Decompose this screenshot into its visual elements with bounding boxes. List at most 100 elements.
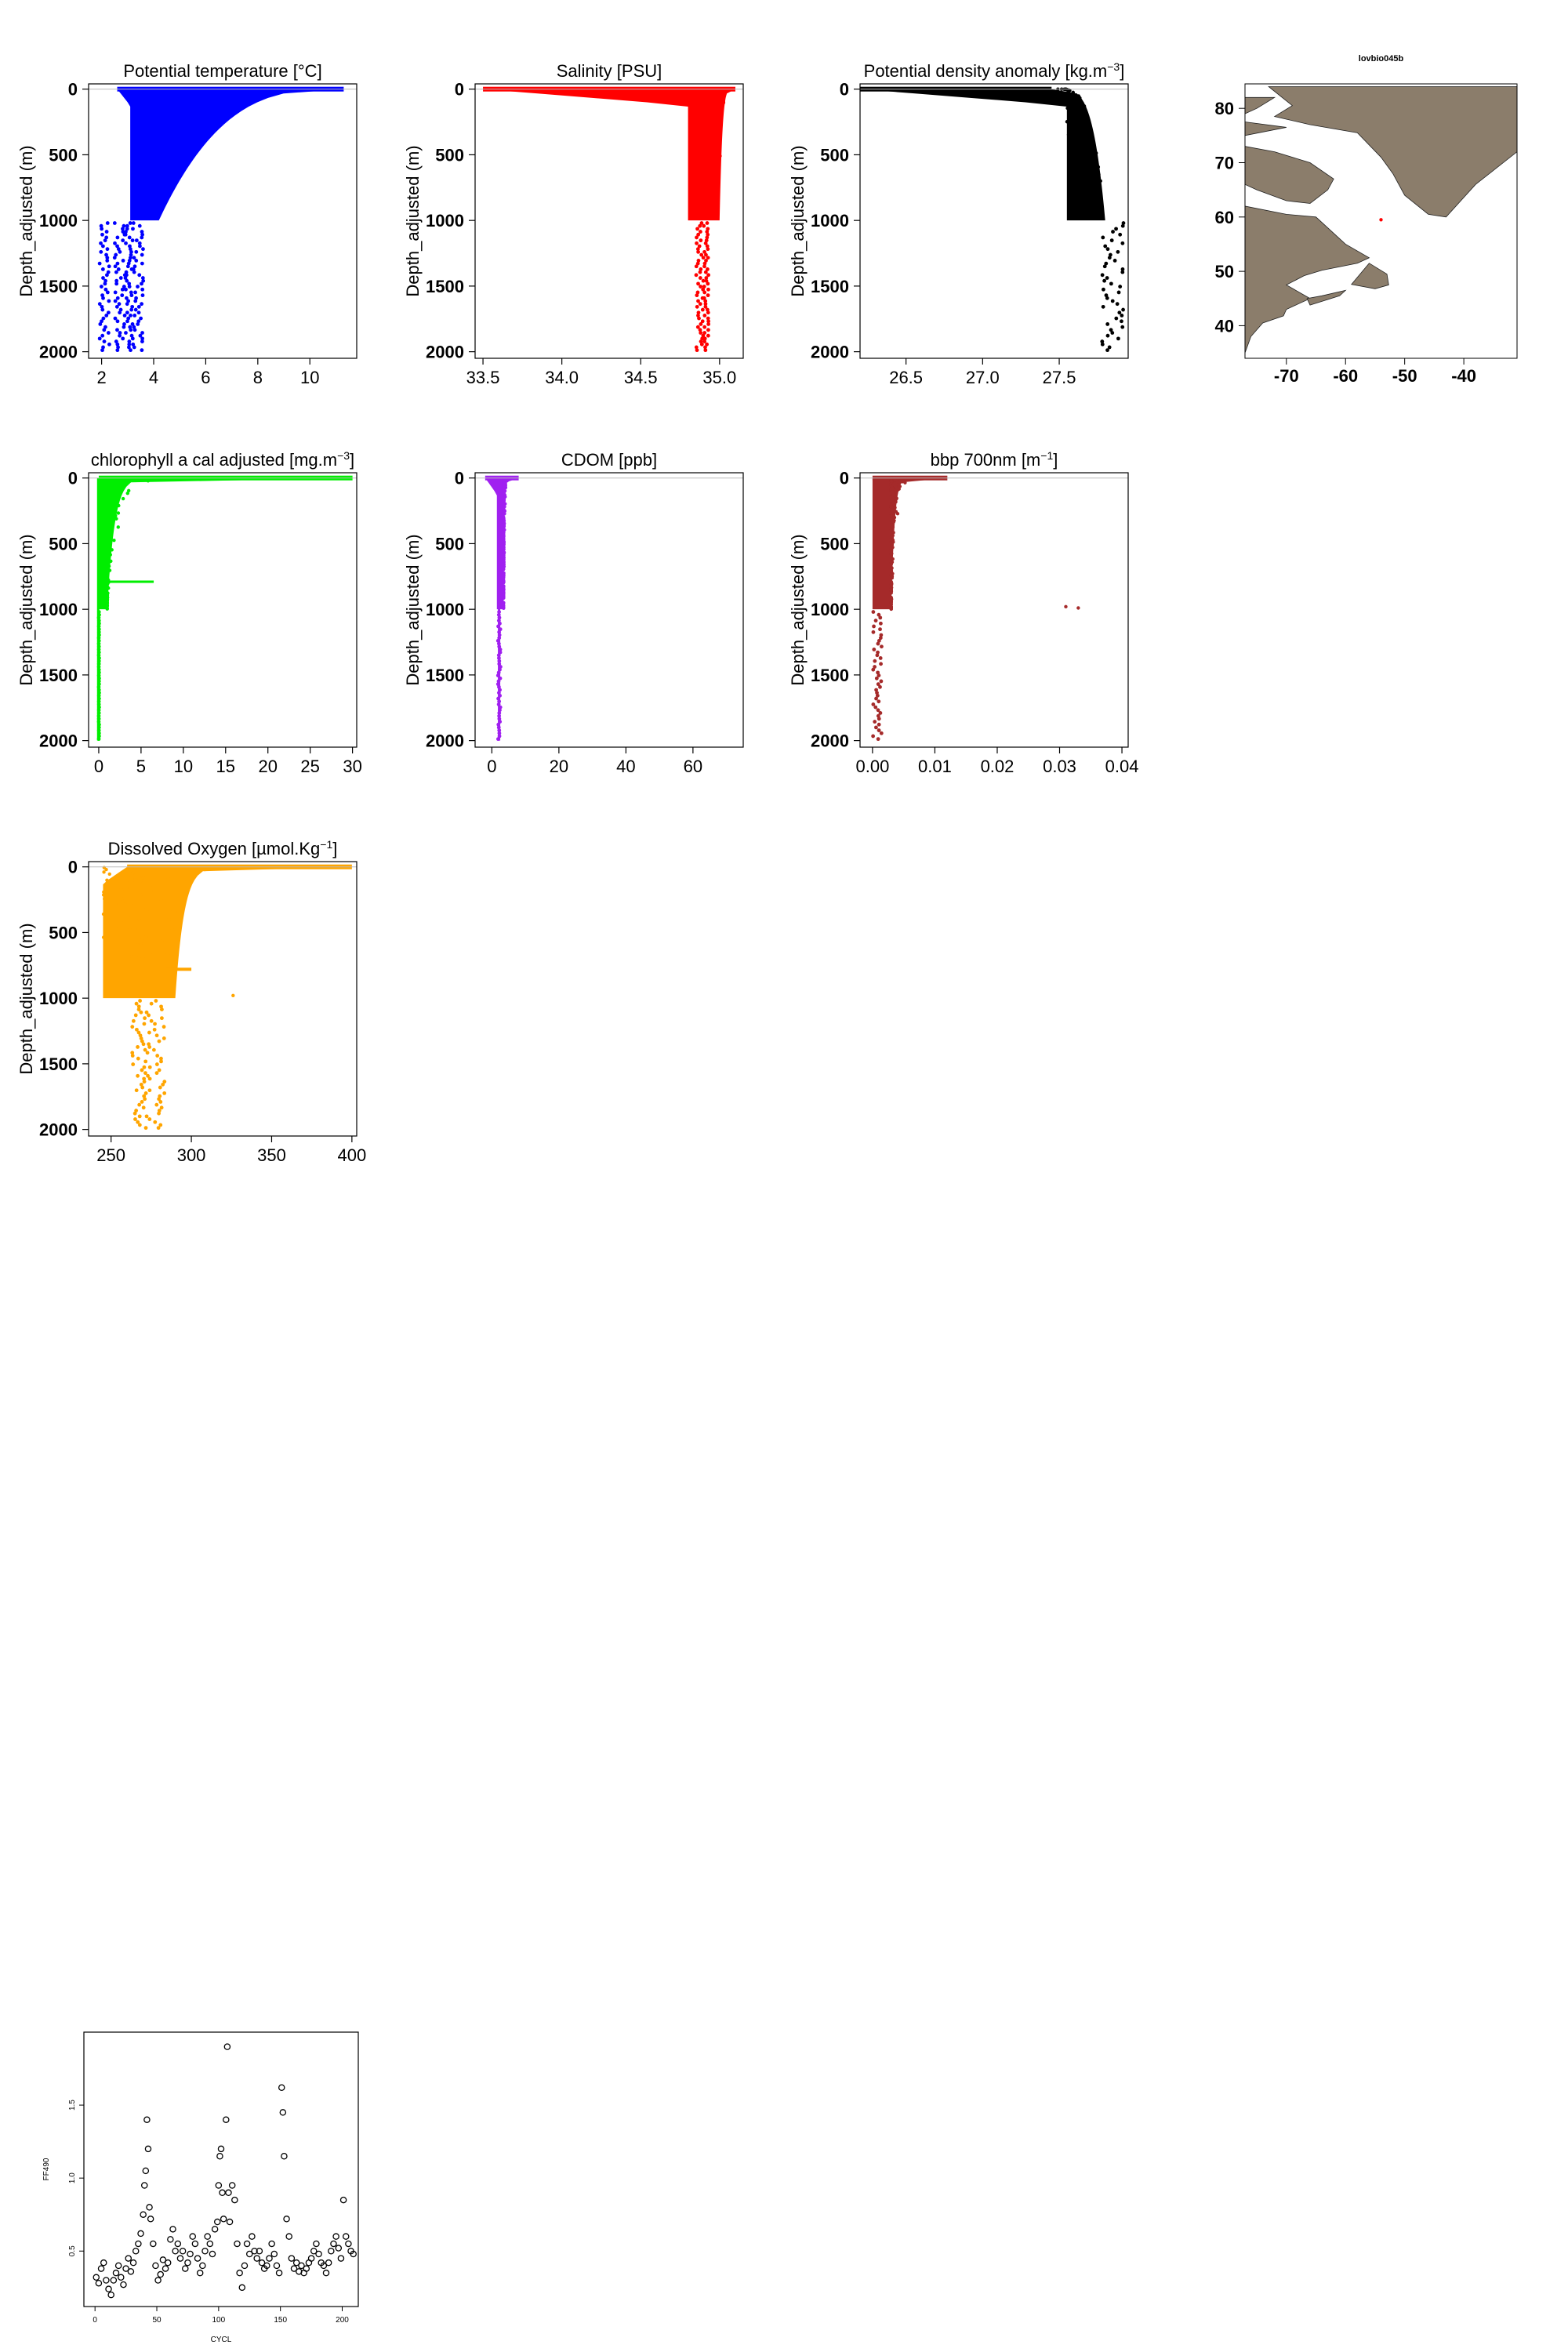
temperature-point — [140, 287, 145, 292]
temperature-point — [134, 249, 139, 254]
ff490-point — [112, 2269, 120, 2277]
cdom-point — [503, 502, 506, 506]
map-xtick-label: -40 — [1451, 366, 1476, 386]
bbp-point — [889, 552, 894, 556]
bbp-point — [890, 508, 895, 512]
temperature-point — [202, 102, 206, 106]
oxygen-point — [165, 879, 169, 883]
density-point — [1097, 172, 1101, 176]
ff490-point — [241, 2262, 249, 2270]
bbp-plot-frame — [859, 472, 1129, 748]
temperature-point — [114, 339, 118, 343]
density-point — [1116, 249, 1120, 254]
oxygen-point — [149, 1018, 154, 1023]
chlorophyll-point — [106, 555, 111, 559]
density-point — [1118, 285, 1123, 289]
temperature-point — [129, 249, 133, 254]
temperature-point — [140, 230, 144, 234]
temperature-point — [132, 256, 136, 260]
temperature-point — [104, 230, 109, 234]
bbp-point — [889, 595, 893, 600]
temperature-point — [234, 96, 238, 100]
temperature-point — [138, 175, 142, 179]
temperature-point — [131, 267, 136, 271]
salinity-point — [696, 249, 701, 254]
oxygen-ytick-label: 2000 — [39, 1120, 78, 1140]
temperature-point — [225, 94, 230, 99]
chlorophyll-point — [105, 498, 109, 502]
temperature-point — [118, 331, 122, 335]
ff490-point — [225, 2189, 232, 2197]
salinity-point — [698, 118, 702, 123]
salinity-point — [696, 102, 700, 106]
salinity-point — [717, 166, 720, 170]
salinity-point — [703, 270, 708, 274]
oxygen-point — [136, 1004, 141, 1009]
density-point — [1087, 136, 1091, 141]
temperature-point — [163, 139, 167, 143]
temperature-point — [136, 285, 140, 289]
density-points — [860, 86, 1126, 353]
bbp-point — [889, 568, 894, 573]
density-point — [1084, 119, 1089, 123]
bbp-point — [875, 653, 880, 658]
ff490-point — [204, 2233, 211, 2240]
bbp-point — [871, 610, 876, 614]
temperature-point — [103, 287, 108, 292]
temperature-xtick-label: 8 — [253, 368, 263, 387]
oxygen-point — [147, 1045, 152, 1049]
bbp-xtick-label: 0.04 — [1105, 757, 1139, 776]
density-point — [1069, 129, 1074, 134]
ff490-point — [144, 2145, 152, 2153]
oxygen-point — [137, 866, 142, 869]
temperature-point — [112, 221, 117, 225]
temperature-point — [189, 143, 193, 147]
baffin-island — [1245, 146, 1334, 204]
bbp-point — [875, 691, 879, 695]
oxygen-point — [140, 873, 143, 877]
bbp-point — [877, 728, 881, 732]
chlorophyll-point — [105, 550, 110, 554]
salinity-point — [713, 162, 717, 165]
chlorophyll-points — [96, 475, 353, 742]
salinity-point — [702, 336, 707, 341]
temperature-point — [117, 302, 122, 307]
cdom-xtick-label: 20 — [550, 757, 568, 776]
density-point — [1121, 221, 1126, 225]
north-america-mainland — [1245, 205, 1370, 354]
salinity-point — [693, 89, 697, 93]
temperature-point — [131, 342, 136, 347]
salinity-point — [699, 322, 703, 326]
salinity-point — [699, 342, 704, 347]
oxygen-point — [142, 1076, 147, 1081]
oxygen-point — [114, 902, 118, 906]
map-ytick-label: 40 — [1215, 316, 1234, 336]
temperature-point — [97, 336, 102, 341]
ff490-point — [253, 2255, 260, 2262]
temperature-point — [172, 178, 177, 182]
bbp-xtick-label: 0.01 — [918, 757, 952, 776]
salinity-point — [698, 270, 702, 274]
salinity-point — [701, 112, 705, 117]
density-point — [1120, 267, 1125, 271]
ff490-point — [273, 2262, 281, 2270]
oxygen-point — [133, 1013, 138, 1018]
temperature-point — [237, 93, 241, 98]
chlorophyll-point — [108, 489, 113, 493]
oxygen-point — [146, 907, 150, 911]
chlorophyll-point — [125, 491, 129, 495]
temperature-point — [128, 325, 132, 329]
temperature-xtick-label: 6 — [201, 368, 210, 387]
temperature-point — [125, 310, 129, 315]
oxygen-point — [125, 887, 129, 891]
salinity-point — [703, 241, 708, 245]
temperature-point — [125, 296, 129, 300]
ff490-point — [176, 2255, 184, 2262]
temperature-point — [197, 122, 201, 125]
oxygen-point-cloud — [103, 866, 352, 999]
oxygen-ytick-label: 1500 — [39, 1054, 78, 1074]
ff490-point — [107, 2291, 114, 2299]
salinity-point — [697, 316, 701, 321]
temperature-point — [147, 109, 151, 113]
